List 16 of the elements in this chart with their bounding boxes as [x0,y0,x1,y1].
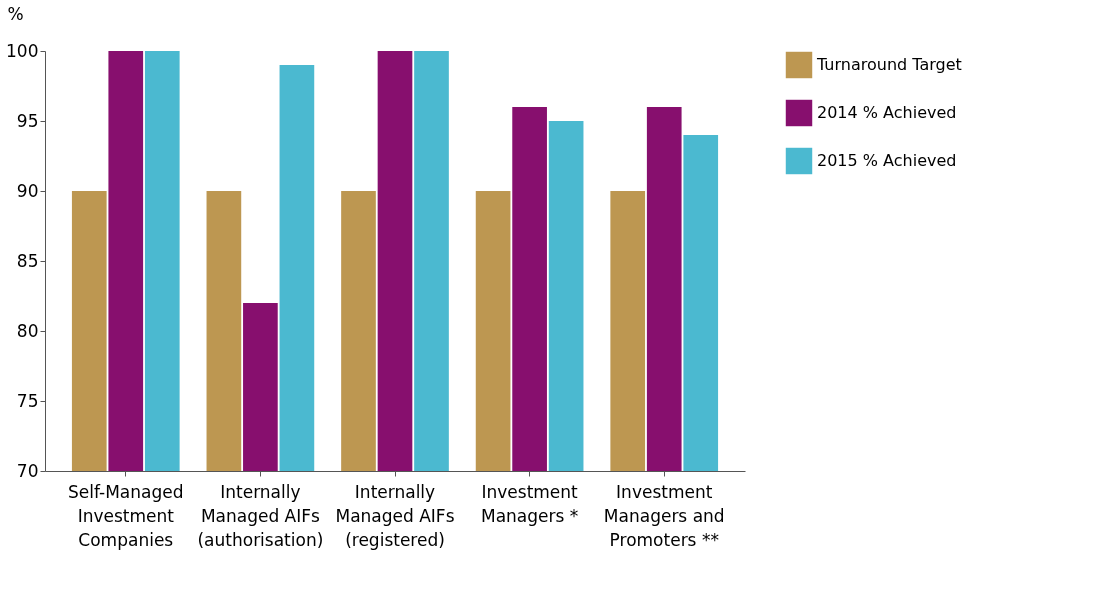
y-tick-label: 100 [6,40,39,61]
x-tick-label: Internally Managed AIFs (authorisation) [197,481,324,550]
y-tick-label: 75 [16,390,39,411]
y-tick-label: 70 [16,460,39,481]
y-tick-label: 80 [16,320,39,341]
legend-label: Turnaround Target [816,55,962,74]
legend-label: 2014 % Achieved [817,103,957,122]
x-tick-label: Self-Managed Investment Companies [68,481,184,550]
x-tick-label: Investment Managers and Promoters ** [603,481,725,550]
y-tick-label: 85 [16,250,39,271]
y-tick-label: 95 [16,110,39,131]
y-tick-label: 90 [16,180,39,201]
x-tick-label: Investment Managers * [480,481,579,526]
y-axis-title: % [7,3,24,24]
legend-label: 2015 % Achieved [817,151,957,170]
x-tick-label: Internally Managed AIFs (registered) [335,481,455,550]
